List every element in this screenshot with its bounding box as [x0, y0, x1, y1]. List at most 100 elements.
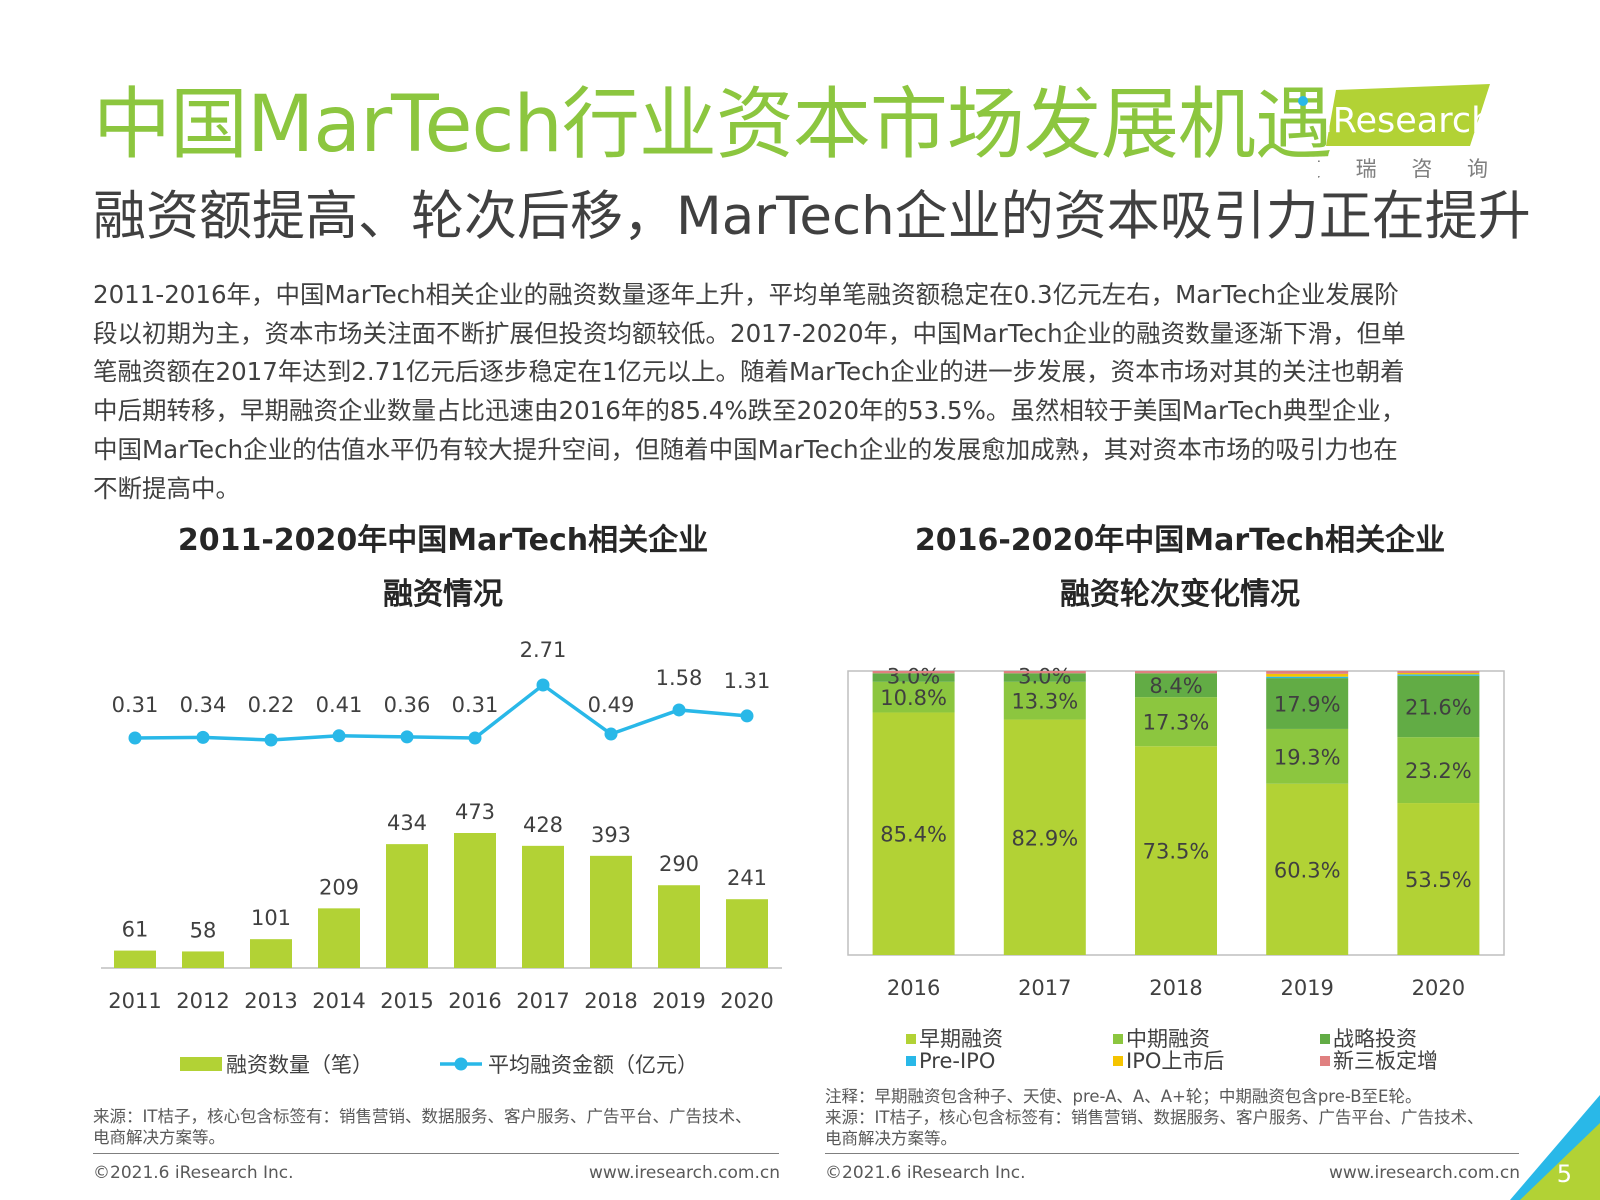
legend2-swatch-早期融资: [906, 1034, 916, 1044]
bar-label-2011: 61: [122, 918, 149, 942]
page-title: 中国MarTech行业资本市场发展机遇: [93, 80, 1333, 170]
line-point-2011: [128, 731, 142, 745]
stack-Pre-IPO-2020: [1397, 674, 1480, 676]
body-line: 中后期转移，早期融资企业数量占比迅速由2016年的85.4%跌至2020年的53…: [93, 396, 1406, 426]
stack-中期融资-2016: [872, 681, 955, 713]
x2-tick-2019: 2019: [1280, 976, 1333, 1000]
x-tick-2014: 2014: [312, 989, 365, 1013]
line-label-2014: 0.41: [316, 693, 363, 717]
stack-Pre-IPO-2019: [1266, 676, 1349, 679]
legend2-label-新三板定增: 新三板定增: [1333, 1049, 1438, 1073]
x-tick-2018: 2018: [584, 989, 637, 1013]
legend-line-marker: [454, 1057, 468, 1071]
stack-label-战略投资-2016: 3.0%: [887, 664, 940, 688]
body-line: 不断提高中。: [93, 473, 240, 503]
stack-战略投资-2019: [1266, 678, 1349, 729]
chart2-title-line2: 融资轮次变化情况: [1060, 577, 1300, 612]
bar-2014: [318, 908, 360, 968]
chart2-title: 2016-2020年中国MarTech相关企业 融资轮次变化情况: [820, 514, 1540, 622]
line-label-2016: 0.31: [452, 693, 499, 717]
stack-新三板定增-2016: [872, 671, 955, 674]
bar-label-2015: 434: [387, 811, 427, 835]
legend2-swatch-新三板定增: [1320, 1056, 1330, 1066]
source-line: 电商解决方案等。: [93, 1128, 225, 1147]
line-point-2018: [604, 727, 618, 741]
legend2-swatch-战略投资: [1320, 1034, 1330, 1044]
x-tick-2013: 2013: [244, 989, 297, 1013]
stack-新三板定增-2020: [1397, 671, 1480, 673]
legend-line-label: 平均融资金额（亿元）: [488, 1053, 698, 1077]
line-point-2015: [400, 730, 414, 744]
bar-2013: [250, 939, 292, 968]
stack-早期融资-2020: [1397, 803, 1480, 955]
url-right: www.iresearch.com.cn: [1328, 1163, 1520, 1183]
bar-label-2016: 473: [455, 800, 495, 824]
line-point-2013: [264, 733, 278, 747]
x-tick-2020: 2020: [720, 989, 773, 1013]
source-note-right: 注释：早期融资包含种子、天使、pre-A、A、A+轮；中期融资包含pre-B至E…: [825, 1086, 1483, 1149]
line-label-2020: 1.31: [724, 669, 771, 693]
bar-2019: [658, 885, 700, 968]
line-label-2013: 0.22: [248, 693, 295, 717]
bar-2011: [114, 950, 156, 968]
chart1-title-line1: 2011-2020年中国MarTech相关企业: [177, 523, 709, 558]
source-line: 电商解决方案等。: [825, 1129, 957, 1148]
bar-2012: [182, 951, 224, 968]
line-point-2017: [536, 678, 550, 692]
copyright-right: ©2021.6 iResearch Inc.: [825, 1163, 1026, 1183]
chart1-title-line2: 融资情况: [383, 577, 503, 612]
stack-label-战略投资-2020: 21.6%: [1405, 696, 1472, 720]
line-point-2020: [740, 709, 754, 723]
bar-2016: [454, 833, 496, 968]
bar-label-2017: 428: [523, 813, 563, 837]
stack-label-早期融资-2019: 60.3%: [1274, 858, 1341, 882]
stack-中期融资-2017: [1003, 681, 1086, 720]
bar-2020: [726, 899, 768, 968]
stack-label-早期融资-2016: 85.4%: [880, 823, 947, 847]
page-number: 5: [1556, 1160, 1572, 1188]
stack-IPO上市后-2019: [1266, 673, 1349, 677]
chart1-title: 2011-2020年中国MarTech相关企业 融资情况: [93, 514, 793, 622]
stack-早期融资-2019: [1266, 783, 1349, 955]
legend-bar-swatch: [180, 1057, 222, 1071]
stack-中期融资-2020: [1397, 737, 1480, 804]
stack-label-战略投资-2018: 8.4%: [1149, 674, 1202, 698]
stack-新三板定增-2017: [1003, 671, 1086, 674]
stack-label-中期融资-2016: 10.8%: [880, 686, 947, 710]
body-line: 段以初期为主，资本市场关注面不断扩展但投资均额较低。2017-2020年，中国M…: [93, 318, 1406, 348]
x-tick-2017: 2017: [516, 989, 569, 1013]
source-line: 来源：IT桔子，核心包含标签有：销售营销、数据服务、客户服务、广告平台、广告技术…: [93, 1107, 752, 1126]
stack-早期融资-2016: [872, 712, 955, 955]
line-point-2016: [468, 731, 482, 745]
stack-新三板定增-2018: [1135, 671, 1217, 674]
body-paragraph: 2011-2016年，中国MarTech相关企业的融资数量逐年上升，平均单笔融资…: [93, 276, 1533, 508]
legend2-swatch-IPO上市后: [1113, 1056, 1123, 1066]
stack-战略投资-2020: [1397, 675, 1480, 738]
legend2-label-战略投资: 战略投资: [1333, 1027, 1417, 1051]
stack-label-战略投资-2019: 17.9%: [1274, 693, 1341, 717]
legend2-swatch-Pre-IPO: [906, 1056, 916, 1066]
legend2-swatch-中期融资: [1113, 1034, 1123, 1044]
stack-label-早期融资-2018: 73.5%: [1143, 840, 1210, 864]
bar-2017: [522, 845, 564, 968]
legend2-label-中期融资: 中期融资: [1126, 1027, 1210, 1051]
stack-label-战略投资-2017: 3.0%: [1018, 664, 1071, 688]
x2-tick-2017: 2017: [1018, 976, 1071, 1000]
url-left: www.iresearch.com.cn: [588, 1163, 780, 1183]
iresearch-logo: iResearch 艾 瑞 咨 询: [1318, 84, 1493, 181]
legend2-label-IPO上市后: IPO上市后: [1126, 1049, 1224, 1073]
bar-label-2012: 58: [190, 918, 217, 942]
stack-中期融资-2018: [1135, 697, 1217, 747]
bar-2018: [590, 855, 632, 968]
body-line: 2011-2016年，中国MarTech相关企业的融资数量逐年上升，平均单笔融资…: [93, 280, 1399, 309]
stack-label-早期融资-2017: 82.9%: [1011, 826, 1078, 850]
x2-tick-2018: 2018: [1149, 976, 1202, 1000]
legend2-label-早期融资: 早期融资: [919, 1027, 1003, 1051]
line-label-2012: 0.34: [180, 693, 227, 717]
body-line: 笔融资额在2017年达到2.71亿元后逐步稳定在1亿元以上。随着MarTech企…: [93, 357, 1405, 387]
stack-label-中期融资-2019: 19.3%: [1274, 745, 1341, 769]
stack-IPO上市后-2020: [1397, 672, 1480, 675]
copyright-left: ©2021.6 iResearch Inc.: [93, 1163, 294, 1183]
logo-dot-icon: [1298, 96, 1308, 106]
